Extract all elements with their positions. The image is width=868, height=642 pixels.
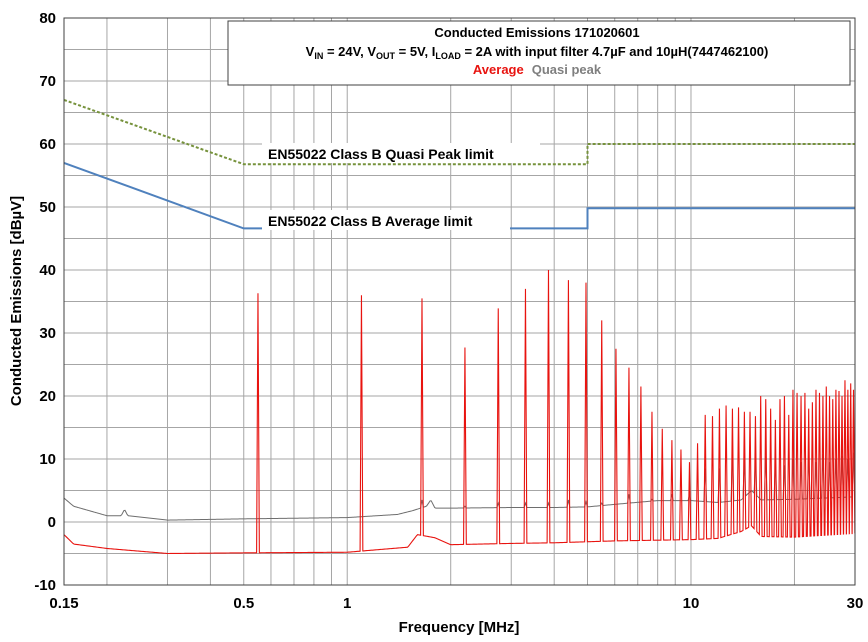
y-tick-label: 40 bbox=[39, 262, 56, 279]
x-tick-label: 30 bbox=[847, 595, 864, 612]
y-tick-label: -10 bbox=[34, 577, 56, 594]
x-tick-label: 0.15 bbox=[49, 595, 78, 612]
qp-limit-label: EN55022 Class B Quasi Peak limit bbox=[268, 146, 494, 162]
avg-limit-label-bg bbox=[262, 210, 510, 230]
y-tick-label: 70 bbox=[39, 73, 56, 90]
legend-quasi-peak: Quasi peak bbox=[532, 62, 602, 77]
legend: Average Quasi peak bbox=[473, 62, 602, 77]
x-tick-label: 1 bbox=[343, 595, 351, 612]
x-tick-label: 10 bbox=[683, 595, 700, 612]
avg-limit-label: EN55022 Class B Average limit bbox=[268, 213, 473, 229]
qp-limit-line bbox=[63, 98, 855, 166]
average-series-line bbox=[63, 269, 856, 555]
y-axis-label: Conducted Emissions [dBµV] bbox=[8, 196, 25, 406]
y-tick-label: 60 bbox=[39, 136, 56, 153]
legend-average: Average bbox=[473, 62, 524, 77]
chart-title: Conducted Emissions 171020601 bbox=[434, 25, 639, 40]
avg-limit-line bbox=[63, 161, 855, 230]
y-tick-label: 10 bbox=[39, 451, 56, 468]
title-box bbox=[227, 20, 851, 86]
grid bbox=[64, 17, 855, 586]
y-tick-label: 20 bbox=[39, 388, 56, 405]
y-tick-label: 50 bbox=[39, 199, 56, 216]
y-tick-label: 0 bbox=[48, 514, 56, 531]
x-axis-label: Frequency [MHz] bbox=[399, 619, 520, 636]
x-tick-label: 0.5 bbox=[233, 595, 254, 612]
y-tick-labels: -10 0 10 20 30 40 50 60 70 80 bbox=[34, 10, 56, 594]
chart-subtitle: VIN = 24V, VOUT = 5V, ILOAD = 2A with in… bbox=[306, 44, 769, 61]
limit-lines bbox=[63, 98, 855, 230]
quasi-peak-series-line bbox=[63, 452, 856, 521]
data-series bbox=[63, 269, 856, 555]
y-tick-label: 80 bbox=[39, 10, 56, 27]
y-tick-label: 30 bbox=[39, 325, 56, 342]
qp-limit-label-bg bbox=[262, 143, 540, 163]
x-tick-labels: 0.15 0.5 1 10 30 bbox=[49, 595, 863, 612]
plot-area-frame bbox=[63, 17, 856, 586]
